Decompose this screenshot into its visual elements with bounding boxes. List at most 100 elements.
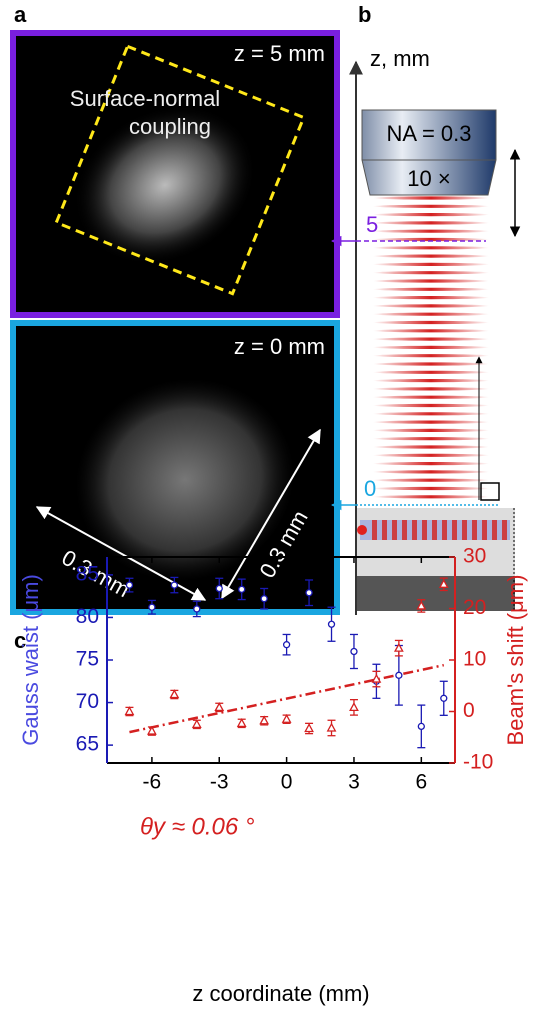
z-label: z = 5 mm — [234, 41, 325, 66]
grating-tooth — [452, 520, 457, 540]
fringe — [373, 404, 489, 407]
point — [350, 703, 358, 710]
point — [441, 695, 447, 701]
fringe — [373, 263, 489, 266]
objective-na: NA = 0.3 — [386, 121, 471, 146]
z-label: z = 0 mm — [234, 334, 325, 359]
x-tick-label: 0 — [281, 771, 293, 794]
fringe — [373, 445, 489, 448]
point — [305, 724, 313, 731]
grating-tooth — [432, 520, 437, 540]
fringe — [373, 379, 489, 382]
fringe — [373, 479, 489, 482]
fringe — [373, 454, 489, 457]
point — [171, 582, 177, 588]
fringe — [373, 329, 489, 332]
y-axis-label: Gauss waist (μm) — [18, 574, 43, 746]
y2-tick-label: 20 — [463, 596, 486, 619]
fringe — [373, 288, 489, 291]
point — [238, 719, 246, 726]
point — [260, 717, 268, 724]
fringe — [373, 495, 489, 498]
substrate-base — [357, 576, 515, 611]
grating-tooth — [392, 520, 397, 540]
point — [126, 582, 132, 588]
fringe — [373, 396, 489, 399]
fringe — [373, 221, 489, 224]
fringe — [373, 296, 489, 299]
point — [306, 590, 312, 596]
point — [194, 606, 200, 612]
fringe — [373, 304, 489, 307]
panel-label: a — [14, 2, 27, 27]
figure: a z = 5 mm Surface-normal coupling z = 0… — [0, 0, 535, 1010]
point — [396, 672, 402, 678]
fringe — [373, 196, 489, 199]
point — [171, 691, 179, 698]
point — [215, 703, 223, 710]
grating-tooth — [492, 520, 497, 540]
fringe — [373, 213, 489, 216]
z-marker: 0 — [364, 476, 376, 501]
fringe — [373, 346, 489, 349]
grating-tooth — [462, 520, 467, 540]
fringe — [373, 354, 489, 357]
point — [283, 715, 291, 722]
point — [329, 621, 335, 627]
fringe — [373, 371, 489, 374]
grating-tooth — [482, 520, 487, 540]
fringe — [373, 437, 489, 440]
fringe — [373, 387, 489, 390]
fringe — [373, 487, 489, 490]
point — [193, 720, 201, 727]
point — [126, 708, 134, 715]
grating-tooth — [412, 520, 417, 540]
y-tick-label: 65 — [76, 733, 99, 756]
annotation: coupling — [129, 114, 211, 139]
grating-tooth — [502, 520, 507, 540]
objective-mag: 10 × — [407, 166, 450, 191]
fringe — [373, 230, 489, 233]
grating-tooth — [472, 520, 477, 540]
fringe — [373, 429, 489, 432]
fringe — [373, 205, 489, 208]
x-tick-label: -6 — [143, 771, 162, 794]
fringe — [373, 313, 489, 316]
axis-label: z, mm — [370, 46, 430, 71]
point — [239, 586, 245, 592]
point — [216, 585, 222, 591]
point — [418, 723, 424, 729]
y-tick-label: 80 — [76, 605, 99, 628]
y2-tick-label: -10 — [463, 751, 493, 774]
grating-tooth — [422, 520, 427, 540]
fringe — [373, 279, 489, 282]
fringe — [373, 362, 489, 365]
y-tick-label: 75 — [76, 648, 99, 671]
y2-axis-label: Beam's shift (μm) — [503, 575, 528, 746]
z-marker: 5 — [366, 212, 378, 237]
fringe — [373, 412, 489, 415]
x-tick-label: 3 — [348, 771, 360, 794]
point — [261, 596, 267, 602]
fringe — [373, 246, 489, 249]
fringe — [373, 271, 489, 274]
substrate — [357, 508, 515, 576]
fringe — [373, 421, 489, 424]
grating-tooth — [382, 520, 387, 540]
fringe — [373, 321, 489, 324]
point — [328, 724, 336, 731]
panel-label: b — [358, 2, 371, 27]
point — [149, 604, 155, 610]
y-tick-label: 85 — [76, 562, 99, 585]
grating-tooth — [402, 520, 407, 540]
grating-tooth — [372, 520, 377, 540]
grating-tooth — [442, 520, 447, 540]
x-axis-label: z coordinate (mm) — [192, 981, 369, 1006]
point — [284, 642, 290, 648]
y-tick-label: 70 — [76, 690, 99, 713]
y2-tick-label: 30 — [463, 545, 486, 568]
fringe — [373, 470, 489, 473]
x-tick-label: -3 — [210, 771, 229, 794]
fringe — [373, 338, 489, 341]
annotation: Surface-normal — [70, 86, 220, 111]
